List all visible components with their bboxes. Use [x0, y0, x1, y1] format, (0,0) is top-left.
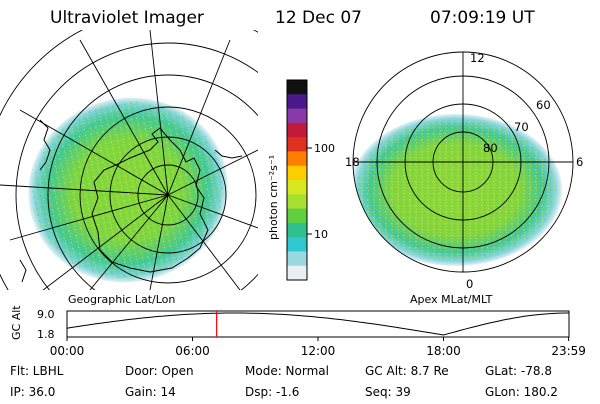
colorbar-band — [287, 265, 307, 281]
colorbar-band — [287, 80, 307, 95]
colorbar-band — [287, 108, 307, 124]
timeline-tick-label: 06:00 — [175, 344, 210, 358]
timeline-axis-label: GC Alt — [10, 305, 23, 340]
colorbar-band — [287, 151, 307, 167]
magnetic-map: 12 6 0 18 60 70 80 Apex MLat/MLT — [345, 51, 583, 306]
geo-coastline — [91, 127, 209, 273]
mag-mlt-lines — [353, 52, 573, 272]
header-title: Ultraviolet Imager — [50, 8, 204, 28]
info-gain: Gain: 14 — [125, 385, 176, 399]
colorbar-band — [287, 237, 307, 252]
altitude-curve — [66, 312, 569, 336]
colorbar-band — [287, 222, 307, 238]
mag-mlt-12: 12 — [470, 51, 485, 65]
header-date: 12 Dec 07 — [275, 8, 362, 28]
colorbar-tick-100: 100 — [314, 142, 335, 155]
colorbar-scale — [287, 80, 307, 281]
info-glat: GLat: -78.8 — [485, 364, 552, 378]
altitude-timeline: GC Alt 9.0 1.8 00:00 06:00 12:00 18:00 23:59 — [10, 305, 586, 358]
timeline-tick-label: 23:59 — [551, 344, 586, 358]
timeline-tick-label: 18:00 — [426, 344, 461, 358]
mag-mlt-0: 0 — [466, 277, 473, 291]
colorbar-band — [287, 208, 307, 224]
info-door: Door: Open — [125, 364, 194, 378]
info-ip: IP: 36.0 — [10, 385, 55, 399]
timeline-frame — [66, 310, 570, 338]
colorbar-band — [287, 94, 307, 110]
mag-caption: Apex MLat/MLT — [410, 293, 493, 306]
colorbar: 100 10 photon cm⁻²s⁻¹ — [267, 79, 335, 281]
timeline-x-ticks: 00:00 06:00 12:00 18:00 23:59 — [50, 337, 586, 358]
colorbar-band — [287, 165, 307, 181]
mag-lat-60: 60 — [536, 98, 551, 112]
geographic-map: Geographic Lat/Lon — [0, 30, 258, 306]
info-seq: Seq: 39 — [365, 385, 411, 399]
colorbar-label: photon cm⁻²s⁻¹ — [267, 155, 280, 240]
colorbar-band — [287, 180, 307, 195]
mag-mlt-18: 18 — [345, 155, 360, 169]
colorbar-band — [287, 122, 307, 138]
timeline-y-min: 1.8 — [37, 328, 55, 341]
timeline-tick-label: 00:00 — [50, 344, 85, 358]
info-glon: GLon: 180.2 — [485, 385, 558, 399]
header-time: 07:09:19 UT — [430, 8, 535, 28]
colorbar-band — [287, 137, 307, 152]
colorbar-band — [287, 251, 307, 267]
mag-lat-70: 70 — [514, 120, 529, 134]
info-gc-alt: GC Alt: 8.7 Re — [365, 364, 449, 378]
geo-caption: Geographic Lat/Lon — [68, 293, 175, 306]
colorbar-band — [287, 194, 307, 210]
info-mode: Mode: Normal — [245, 364, 329, 378]
timeline-y-max: 9.0 — [37, 308, 55, 321]
info-flt: Flt: LBHL — [10, 364, 64, 378]
mag-mlt-6: 6 — [576, 155, 583, 169]
mag-lat-80: 80 — [483, 141, 498, 155]
info-block: Flt: LBHL IP: 36.0 Door: Open Gain: 14 M… — [10, 364, 558, 399]
colorbar-tick-10: 10 — [314, 228, 328, 241]
info-dsp: Dsp: -1.6 — [245, 385, 299, 399]
timeline-tick-label: 12:00 — [301, 344, 336, 358]
